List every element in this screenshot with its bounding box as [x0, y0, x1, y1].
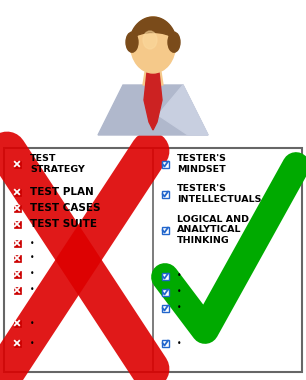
- Text: •: •: [177, 271, 181, 280]
- Text: •: •: [30, 269, 35, 279]
- Text: •: •: [30, 318, 35, 328]
- Text: TEST SUITE: TEST SUITE: [30, 219, 97, 229]
- Ellipse shape: [126, 32, 138, 52]
- Polygon shape: [147, 72, 159, 82]
- Polygon shape: [144, 72, 162, 130]
- Bar: [13, 204, 21, 212]
- Ellipse shape: [168, 32, 180, 52]
- Text: •: •: [30, 253, 35, 263]
- Bar: [162, 272, 169, 280]
- Bar: [162, 339, 169, 347]
- Text: LOGICAL AND
ANALYTICAL
THINKING: LOGICAL AND ANALYTICAL THINKING: [177, 215, 249, 245]
- Bar: [13, 239, 21, 247]
- Bar: [162, 160, 169, 168]
- Ellipse shape: [131, 17, 175, 73]
- Text: •: •: [30, 285, 35, 294]
- Text: •: •: [177, 304, 181, 312]
- Bar: [13, 320, 21, 326]
- Bar: [13, 220, 21, 228]
- Bar: [13, 339, 21, 347]
- Polygon shape: [148, 64, 158, 72]
- Text: •: •: [177, 339, 181, 347]
- Bar: [13, 271, 21, 277]
- Ellipse shape: [143, 31, 157, 49]
- Bar: [13, 188, 21, 195]
- Polygon shape: [143, 72, 163, 85]
- Text: TEST CASES: TEST CASES: [30, 203, 100, 213]
- Bar: [162, 304, 169, 312]
- Text: TESTER'S
MINDSET: TESTER'S MINDSET: [177, 155, 227, 174]
- Bar: [162, 226, 169, 233]
- Polygon shape: [129, 17, 177, 40]
- Text: •: •: [177, 288, 181, 296]
- Bar: [162, 288, 169, 296]
- Polygon shape: [98, 85, 208, 135]
- Text: TEST PLAN: TEST PLAN: [30, 187, 94, 197]
- Text: TEST
STRATEGY: TEST STRATEGY: [30, 155, 85, 174]
- Text: •: •: [30, 339, 35, 347]
- Bar: [13, 160, 21, 168]
- Bar: [13, 287, 21, 293]
- Polygon shape: [158, 85, 208, 135]
- Bar: [162, 190, 169, 198]
- Bar: [4, 148, 302, 372]
- Text: •: •: [30, 239, 35, 247]
- Text: TESTER'S
INTELLECTUALS: TESTER'S INTELLECTUALS: [177, 184, 261, 204]
- Bar: [13, 255, 21, 261]
